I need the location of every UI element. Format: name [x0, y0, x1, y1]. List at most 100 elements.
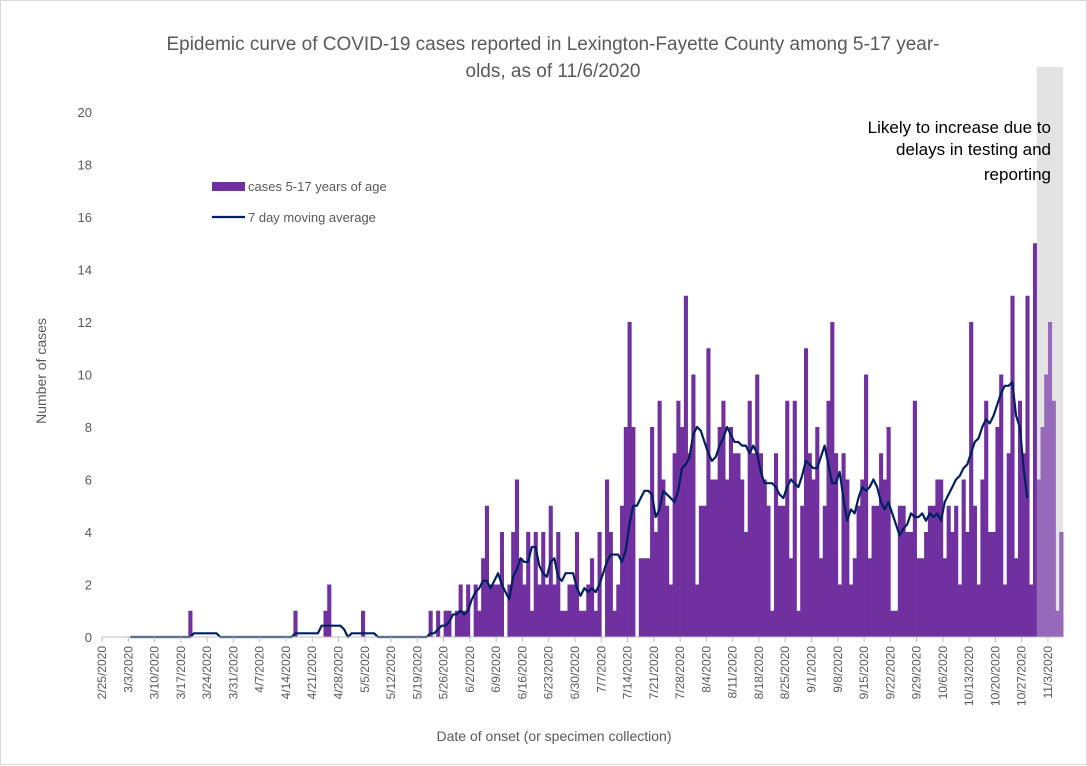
case-bar — [544, 584, 550, 637]
y-tick-label: 4 — [85, 525, 92, 540]
y-axis-title: Number of cases — [33, 318, 49, 424]
case-bar — [477, 610, 482, 637]
case-bar — [680, 427, 685, 637]
case-bar — [1010, 295, 1015, 637]
case-bar — [867, 558, 872, 637]
case-bar — [631, 427, 636, 637]
case-bar — [687, 453, 692, 637]
case-bar — [582, 610, 587, 637]
case-bar — [766, 505, 771, 637]
x-tick-label: 9/1/2020 — [804, 646, 818, 693]
y-axis-ticks: 0 2 4 6 8 10 12 14 16 18 20 — [78, 105, 92, 645]
case-bar — [957, 584, 962, 637]
case-bar — [721, 400, 726, 637]
chart-title-line-1: Epidemic curve of COVID-19 cases reporte… — [166, 34, 939, 55]
case-bar — [788, 558, 794, 637]
case-bar — [586, 584, 591, 637]
case-bar — [781, 505, 786, 637]
case-bar — [492, 584, 497, 637]
case-bar — [706, 348, 711, 637]
case-bar — [969, 322, 974, 637]
case-bar — [927, 505, 932, 637]
case-bar — [800, 505, 805, 637]
case-bar — [834, 453, 839, 637]
case-bar — [849, 584, 854, 637]
case-bar — [1006, 453, 1011, 637]
x-tick-label: 10/6/2020 — [936, 646, 950, 700]
case-bar — [886, 427, 891, 637]
case-bar — [755, 374, 760, 637]
case-bar — [702, 505, 707, 637]
x-tick-label: 8/18/2020 — [752, 646, 766, 700]
case-bar — [777, 505, 782, 637]
case-bar — [713, 479, 718, 637]
case-bar — [672, 453, 677, 637]
x-tick-label: 9/15/2020 — [857, 646, 871, 700]
case-bar — [462, 610, 467, 637]
case-bar — [695, 584, 700, 637]
x-tick-label: 5/26/2020 — [437, 646, 451, 700]
case-bar — [991, 532, 996, 637]
case-bar — [939, 479, 944, 637]
case-bar — [605, 479, 610, 637]
case-bar — [638, 558, 643, 637]
case-bar — [961, 479, 966, 637]
case-bar — [447, 610, 452, 637]
case-bar — [612, 610, 617, 637]
y-tick-label: 18 — [78, 158, 92, 173]
case-bar — [740, 479, 745, 637]
x-tick-label: 4/14/2020 — [279, 646, 293, 700]
case-bar — [751, 453, 756, 637]
case-bar — [725, 479, 730, 637]
x-tick-label: 6/16/2020 — [515, 646, 529, 700]
case-bar — [950, 532, 955, 637]
case-bar — [511, 532, 516, 637]
case-bar — [496, 584, 501, 637]
x-tick-label: 6/23/2020 — [542, 646, 556, 700]
y-tick-label: 12 — [78, 315, 92, 330]
x-tick-label: 8/25/2020 — [778, 646, 792, 700]
case-bar — [796, 610, 801, 637]
case-bar — [717, 427, 722, 637]
case-bar — [710, 479, 715, 637]
case-bar — [1036, 479, 1041, 637]
case-bar — [593, 610, 598, 637]
case-bar — [736, 453, 741, 637]
case-bar — [665, 505, 670, 637]
case-bar — [785, 400, 790, 637]
case-bar — [980, 479, 985, 637]
case-bar — [481, 558, 486, 637]
x-tick-label: 3/17/2020 — [174, 646, 188, 700]
case-bar — [1055, 610, 1060, 637]
x-tick-label: 9/22/2020 — [883, 646, 897, 700]
case-bar — [454, 610, 459, 637]
x-tick-label: 3/31/2020 — [226, 646, 240, 700]
case-bar — [1051, 400, 1056, 637]
case-bar — [920, 558, 925, 637]
case-bar — [526, 532, 531, 637]
case-bar — [1040, 427, 1045, 637]
annotation-line-1: Likely to increase due to — [868, 118, 1051, 137]
case-bar — [473, 584, 478, 637]
case-bar — [762, 479, 767, 637]
case-bar — [559, 610, 565, 637]
case-bar — [890, 610, 895, 637]
case-bar — [901, 505, 906, 637]
case-bar — [1032, 243, 1038, 637]
x-tick-label: 5/12/2020 — [384, 646, 398, 700]
case-bar — [428, 610, 433, 637]
case-bar — [826, 400, 831, 637]
case-bar — [935, 479, 940, 637]
y-tick-label: 16 — [78, 210, 92, 225]
case-bar — [852, 558, 857, 637]
x-tick-label: 4/28/2020 — [331, 646, 345, 700]
case-bar — [976, 584, 981, 637]
case-bar — [608, 532, 613, 637]
case-bar — [556, 532, 561, 637]
y-tick-label: 14 — [78, 263, 92, 278]
case-bar — [811, 479, 816, 637]
case-bar — [864, 374, 869, 637]
case-bar — [770, 610, 775, 637]
case-bar — [897, 505, 902, 637]
case-bar — [650, 427, 655, 637]
